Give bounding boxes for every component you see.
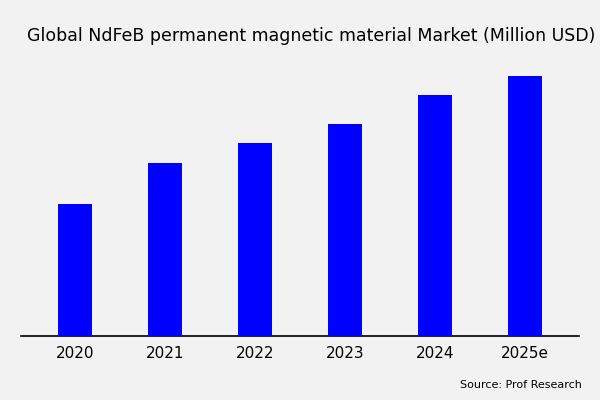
Bar: [238, 143, 272, 336]
Bar: [508, 76, 542, 336]
Text: Global NdFeB permanent magnetic material Market (Million USD): Global NdFeB permanent magnetic material…: [26, 27, 595, 45]
Bar: [58, 204, 92, 336]
Text: Source: Prof Research: Source: Prof Research: [460, 380, 582, 390]
Bar: [328, 124, 362, 336]
Bar: [148, 162, 182, 336]
Bar: [418, 95, 452, 336]
